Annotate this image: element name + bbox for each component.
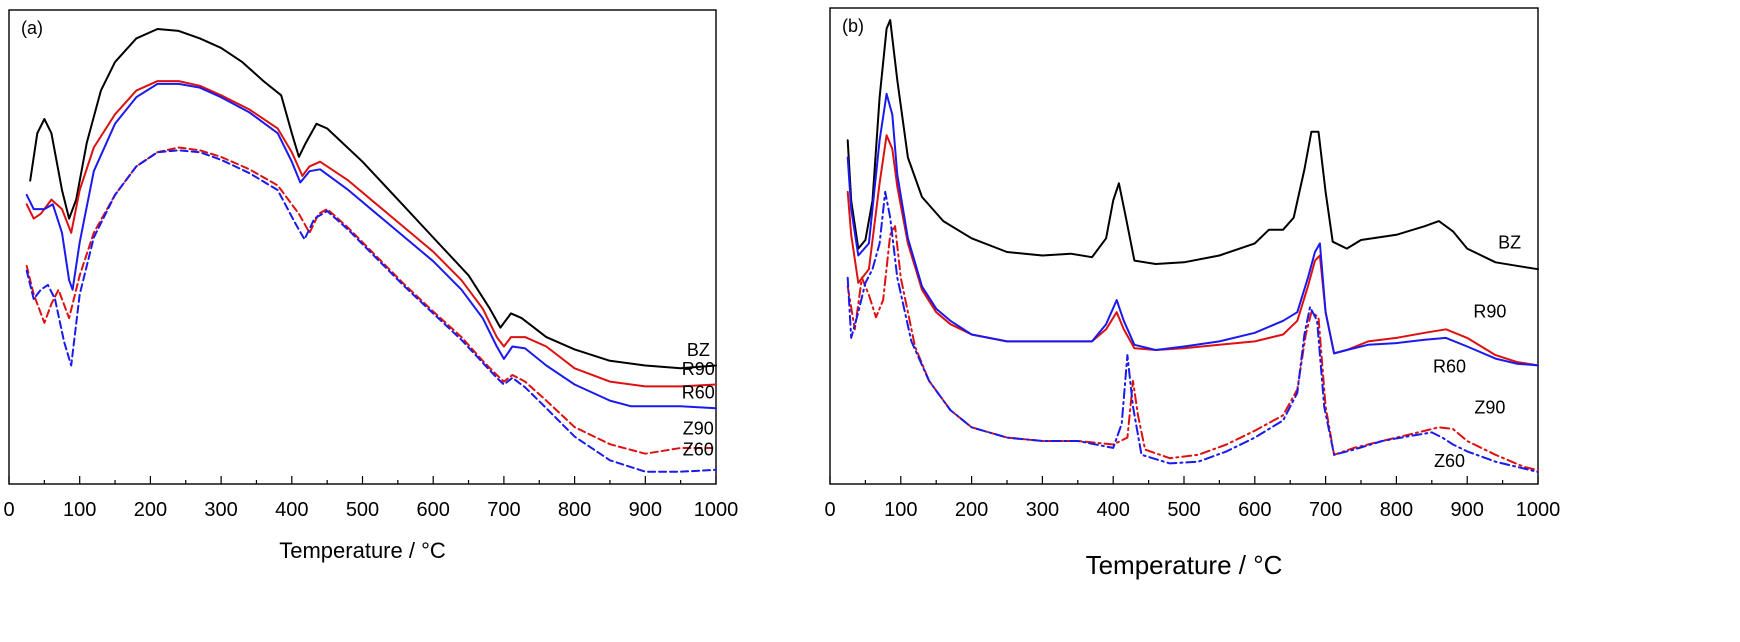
x-tick-label: 500 bbox=[346, 499, 379, 521]
x-axis-title: Temperature / °C bbox=[1086, 550, 1283, 580]
series-bz-line bbox=[846, 19, 1539, 271]
x-tick-label: 700 bbox=[487, 499, 520, 521]
curve-label-r60: R60 bbox=[682, 383, 715, 403]
panel-label: (a) bbox=[21, 18, 43, 38]
plot-frame bbox=[8, 9, 717, 485]
x-tick-label: 600 bbox=[1238, 499, 1271, 521]
panel-a: 0 100 200 300 400 500 600 700 800 900 1000 Temperat… bbox=[3, 9, 739, 563]
panel-b: 0 100 200 300 400 500 600 700 800 900 1000 Temperat… bbox=[824, 7, 1561, 580]
x-tick-label: 300 bbox=[1026, 499, 1059, 521]
panel-label: (b) bbox=[842, 16, 864, 36]
curve-label-z60: Z60 bbox=[683, 440, 714, 460]
x-tick-label: 200 bbox=[134, 499, 167, 521]
series-r60-line bbox=[846, 92, 1539, 367]
x-axis-title-unit: °C bbox=[1253, 550, 1282, 580]
x-axis-title-text: Temperature / bbox=[279, 538, 421, 563]
x-tick-label: 0 bbox=[3, 499, 14, 521]
x-tick-label: 1000 bbox=[1516, 499, 1561, 521]
series-z90-line bbox=[25, 146, 717, 455]
curve-label-bz: BZ bbox=[687, 340, 710, 360]
x-tick-label: 800 bbox=[1380, 499, 1413, 521]
curve-label-bz: BZ bbox=[1498, 233, 1521, 253]
x-tick-label: 300 bbox=[204, 499, 237, 521]
x-tick-label: 100 bbox=[63, 499, 96, 521]
x-tick-label: 600 bbox=[417, 499, 450, 521]
series-z60-line bbox=[25, 149, 717, 473]
plot-frame bbox=[829, 7, 1539, 485]
x-tick-label: 800 bbox=[558, 499, 591, 521]
series-r90-line bbox=[846, 134, 1539, 367]
curve-label-z60: Z60 bbox=[1434, 451, 1465, 471]
curve-label-r90: R90 bbox=[682, 359, 715, 379]
x-axis-title-text: Temperature / bbox=[1086, 550, 1254, 580]
series-bz-line bbox=[29, 28, 717, 370]
x-tick-label: 200 bbox=[955, 499, 988, 521]
x-tick-label: 400 bbox=[275, 499, 308, 521]
x-tick-label: 500 bbox=[1167, 499, 1200, 521]
x-tick-label: 0 bbox=[824, 499, 835, 521]
curve-label-z90: Z90 bbox=[683, 419, 714, 439]
series-z90-line bbox=[846, 225, 1539, 472]
x-tick-label: 100 bbox=[884, 499, 917, 521]
x-tick-label: 400 bbox=[1097, 499, 1130, 521]
x-tick-label: 900 bbox=[629, 499, 662, 521]
series-r90-line bbox=[25, 80, 717, 388]
series-z60-line bbox=[846, 190, 1539, 473]
series-r60-line bbox=[25, 82, 717, 410]
x-axis-title-unit: °C bbox=[421, 538, 446, 563]
x-tick-label: 1000 bbox=[694, 499, 739, 521]
curve-label-r90: R90 bbox=[1473, 301, 1506, 321]
x-tick-label: 700 bbox=[1309, 499, 1342, 521]
x-axis-title: Temperature / °C bbox=[279, 538, 446, 563]
x-tick-label: 900 bbox=[1451, 499, 1484, 521]
curve-label-r60: R60 bbox=[1433, 356, 1466, 376]
curve-label-z90: Z90 bbox=[1474, 398, 1505, 418]
